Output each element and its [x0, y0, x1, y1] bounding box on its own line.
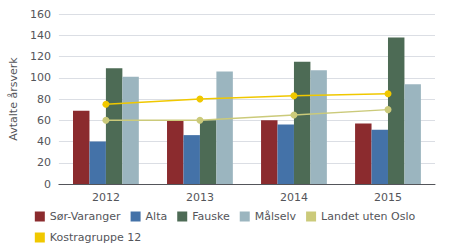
svg-text:Landet uten Oslo: Landet uten Oslo: [321, 210, 415, 223]
svg-text:2013: 2013: [186, 191, 214, 204]
svg-text:Målselv: Målselv: [255, 210, 297, 223]
svg-text:0: 0: [44, 178, 51, 191]
svg-text:2014: 2014: [280, 191, 308, 204]
svg-text:60: 60: [37, 114, 51, 127]
svg-text:120: 120: [30, 50, 51, 63]
svg-text:20: 20: [37, 156, 51, 169]
svg-text:Avtalte årsverk: Avtalte årsverk: [7, 57, 20, 141]
svg-text:Fauske: Fauske: [192, 210, 230, 223]
svg-text:100: 100: [30, 71, 51, 84]
svg-text:Kostragruppe 12: Kostragruppe 12: [50, 231, 141, 244]
svg-text:Sør-Varanger: Sør-Varanger: [50, 210, 121, 223]
svg-text:80: 80: [37, 93, 51, 106]
svg-text:40: 40: [37, 135, 51, 148]
svg-text:2015: 2015: [374, 191, 402, 204]
svg-text:160: 160: [30, 8, 51, 21]
svg-text:Alta: Alta: [146, 210, 168, 223]
svg-text:2012: 2012: [92, 191, 120, 204]
svg-text:140: 140: [30, 29, 51, 42]
